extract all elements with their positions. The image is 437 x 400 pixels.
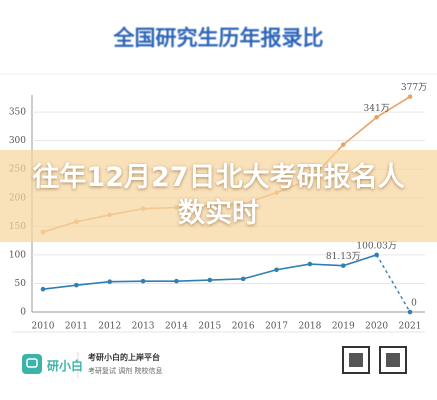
slogan: 考研小白的上岸平台 <box>88 353 160 362</box>
x-tick-label: 2021 <box>399 322 422 332</box>
x-tick-label: 2012 <box>98 322 121 332</box>
brand: 研小白 <box>47 359 84 373</box>
point <box>340 142 346 147</box>
point <box>140 278 146 284</box>
value-label: 377万 <box>401 83 427 93</box>
x-tick-label: 2016 <box>232 322 255 332</box>
x-tick-label: 2010 <box>32 322 55 332</box>
point <box>40 286 46 292</box>
x-tick-label: 2017 <box>265 322 288 332</box>
point <box>207 277 213 283</box>
point <box>174 278 179 284</box>
point <box>307 261 313 267</box>
point <box>374 252 379 258</box>
point <box>407 309 413 315</box>
point <box>340 263 346 268</box>
x-tick-label: 2011 <box>65 322 88 332</box>
overlay-title: 往年12月27日北大考研报名人数实时 <box>32 162 405 229</box>
value-label: 341万 <box>364 104 390 114</box>
logo-icon <box>26 358 38 368</box>
y-tick-label: 300 <box>9 136 26 146</box>
logo <box>22 354 42 374</box>
x-tick-label: 2013 <box>132 322 155 332</box>
y-tick-label: 100 <box>9 250 26 260</box>
point <box>240 276 246 282</box>
y-tick-label: 350 <box>9 108 26 118</box>
point <box>74 282 79 288</box>
point <box>407 94 413 100</box>
x-tick-label: 2019 <box>332 322 355 332</box>
point <box>274 267 279 273</box>
x-tick-label: 2014 <box>165 322 188 332</box>
x-tick-label: 2018 <box>298 322 321 332</box>
value-label: 100.03万 <box>356 241 397 251</box>
series-line-dashed <box>376 254 411 313</box>
value-label: 0 <box>411 299 417 309</box>
point <box>374 114 379 120</box>
point <box>107 279 113 285</box>
y-tick-label: 0 <box>20 308 26 318</box>
overlay-band <box>0 150 437 242</box>
header-title: 全国研究生历年报录比 <box>113 26 324 50</box>
x-tick-label: 2020 <box>365 322 388 332</box>
y-tick-label: 50 <box>15 279 27 289</box>
x-tick-label: 2015 <box>198 322 221 332</box>
qr-codes <box>342 346 407 374</box>
services: 考研复试 调剂 院校信息 <box>88 367 163 375</box>
value-label: 81.13万 <box>326 252 361 262</box>
